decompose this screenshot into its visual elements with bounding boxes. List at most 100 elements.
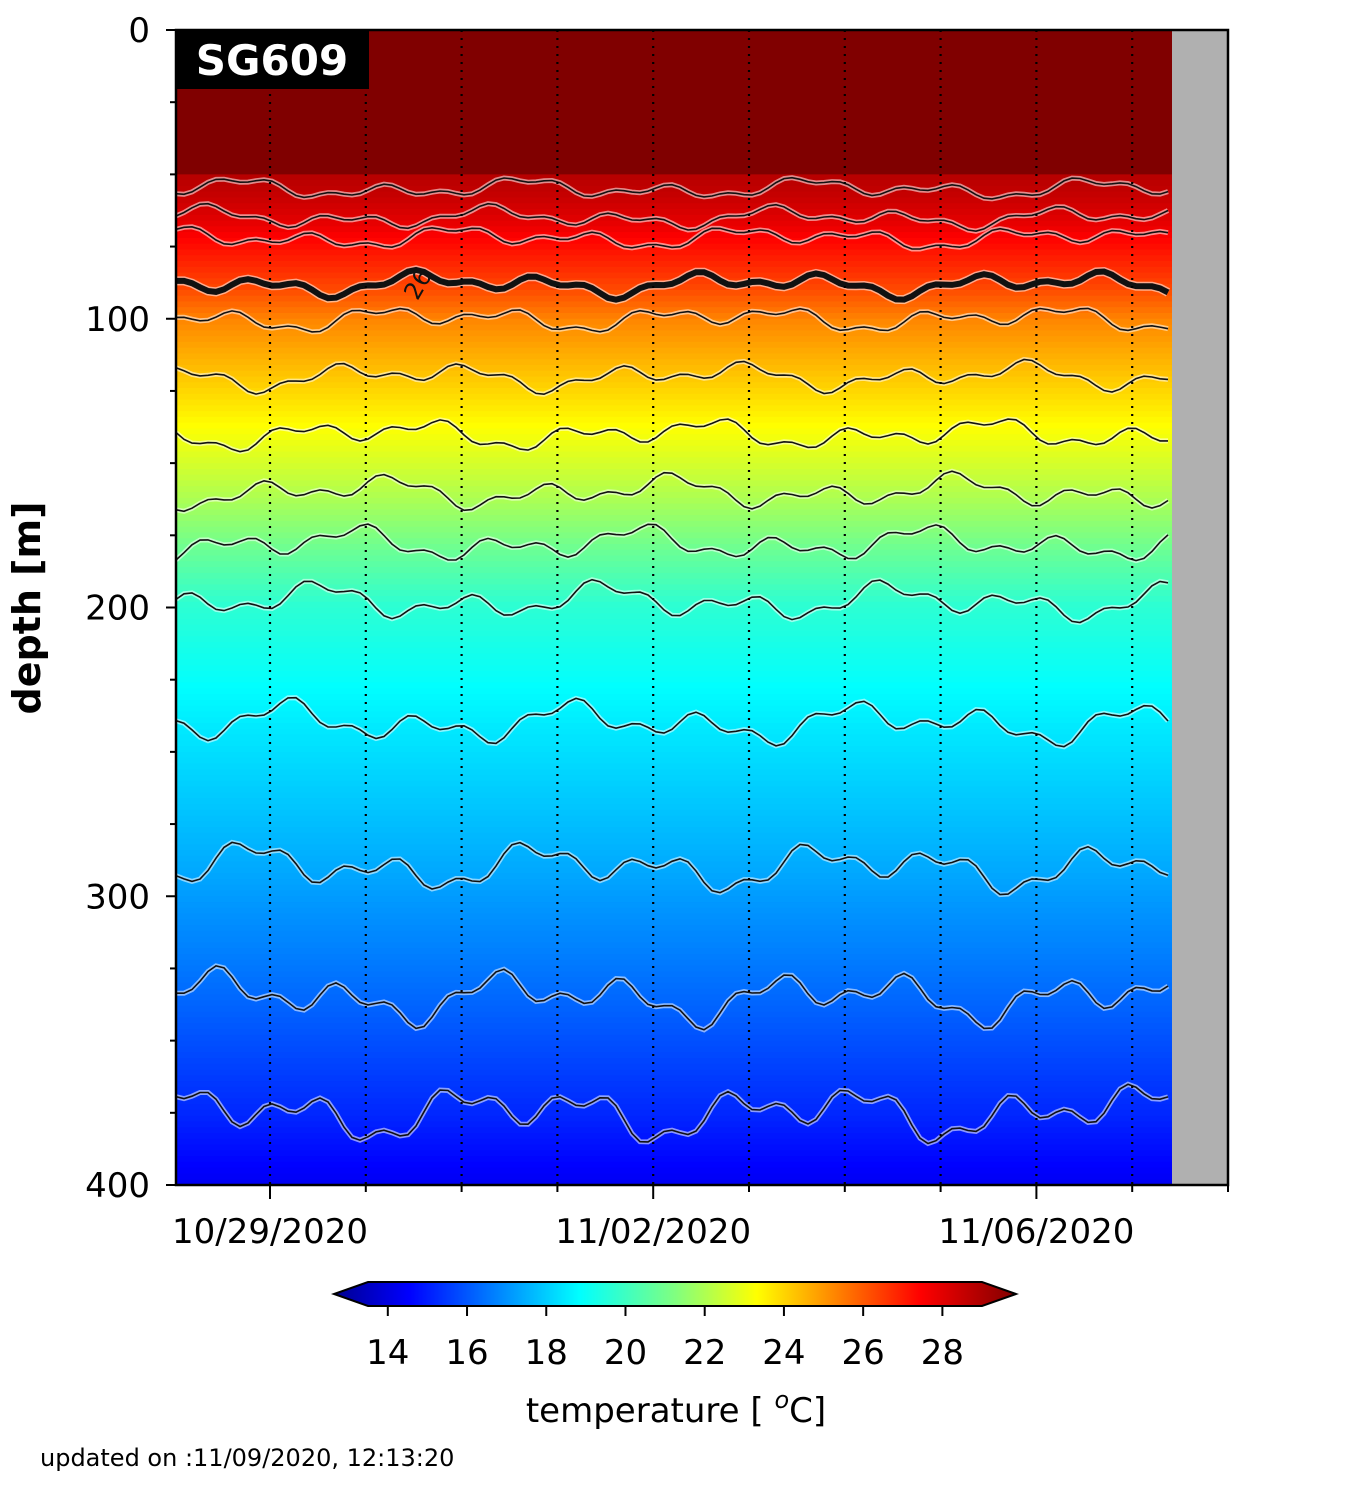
temperature-band (176, 64, 1172, 72)
temperature-band (176, 405, 1172, 412)
colorbar-tick-label: 28 (921, 1333, 964, 1373)
temperature-band (176, 1034, 1172, 1042)
temperature-band (176, 780, 1172, 788)
temperature-band (176, 411, 1172, 418)
temperature-band (176, 174, 1172, 181)
temperature-band (176, 930, 1172, 938)
temperature-band (176, 203, 1172, 210)
isotherm-26 (176, 266, 1170, 303)
temperature-band (176, 110, 1172, 118)
temperature-band (176, 451, 1172, 458)
plot-area: 26 (174, 28, 1230, 1187)
temperature-band (176, 480, 1172, 487)
temperature-band (176, 376, 1172, 383)
temperature-band (176, 116, 1172, 123)
temperature-band (176, 266, 1172, 274)
colorbar-title: temperature [ oC] (526, 1386, 826, 1431)
temperature-band (176, 1098, 1172, 1105)
temperature-band (176, 896, 1172, 903)
temperature-band (176, 168, 1172, 175)
isotherm-22 (176, 470, 1169, 513)
isotherm-21 (176, 523, 1169, 562)
temperature-band (176, 619, 1172, 626)
temperature-band (176, 492, 1172, 499)
temperature-band (176, 676, 1172, 684)
temperature-band (176, 751, 1172, 759)
temperature-band (176, 873, 1172, 880)
temperature-band (176, 440, 1172, 447)
temperature-band (176, 578, 1172, 585)
temperature-band (176, 988, 1172, 996)
y-tick-label: 400 (85, 1166, 150, 1206)
temperature-band (176, 1144, 1172, 1151)
temperature-band (176, 607, 1172, 614)
temperature-band (176, 907, 1172, 915)
temperature-band (176, 289, 1172, 297)
temperature-band (176, 145, 1172, 152)
temperature-band (176, 393, 1172, 401)
temperature-band (176, 87, 1172, 95)
isotherm-24 (176, 358, 1169, 396)
temperature-band (176, 555, 1172, 562)
temperature-band (176, 272, 1172, 279)
temperature-band (176, 936, 1172, 944)
temperature-band (176, 977, 1172, 984)
temperature-band (176, 382, 1172, 389)
temperature-band (176, 844, 1172, 851)
temperature-band (176, 740, 1172, 747)
temperature-band (176, 1150, 1172, 1157)
temperature-band (176, 364, 1172, 372)
temperature-band (176, 99, 1172, 106)
temperature-band (176, 1040, 1172, 1047)
temperature-band (176, 705, 1172, 713)
temperature-band (176, 1017, 1172, 1024)
isotherm-18 (176, 841, 1169, 896)
temperature-band (176, 1179, 1172, 1185)
temperature-band (176, 497, 1172, 505)
colorbar-tick-label: 22 (683, 1333, 726, 1373)
temperature-band (176, 428, 1172, 435)
temperature-band (176, 1173, 1172, 1180)
temperature-band (176, 324, 1172, 331)
temperature-band (176, 642, 1172, 649)
temperature-band (176, 416, 1172, 424)
temperature-band (176, 191, 1172, 199)
temperature-band (176, 694, 1172, 701)
temperature-band (176, 838, 1172, 845)
temperature-band (176, 1138, 1172, 1146)
colorbar-tick-label: 14 (366, 1333, 409, 1373)
temperature-band (176, 774, 1172, 782)
temperature-band (176, 70, 1172, 77)
x-tick-label: 10/29/2020 (172, 1212, 368, 1252)
temperature-band (176, 1046, 1172, 1053)
temperature-band (176, 543, 1172, 551)
missing-data-region (1172, 30, 1228, 1185)
temperature-field (176, 30, 1172, 1185)
temperature-band (176, 1161, 1172, 1169)
temperature-band (176, 474, 1172, 482)
updated-timestamp: updated on :11/09/2020, 12:13:20 (40, 1444, 455, 1472)
y-axis: 0 100 200 300 400 (85, 11, 176, 1206)
temperature-band (176, 157, 1172, 164)
temperature-band (176, 601, 1172, 609)
temperature-band (176, 590, 1172, 597)
temperature-band (176, 255, 1172, 262)
temperature-band (176, 1167, 1172, 1175)
temperature-band (176, 503, 1172, 510)
isotherm-27.5 (176, 202, 1169, 233)
temperature-band (176, 307, 1172, 314)
isotherm-20 (176, 578, 1169, 624)
temperature-band (176, 53, 1172, 60)
temperature-band (176, 925, 1172, 932)
colorbar-tick-label: 24 (762, 1333, 805, 1373)
temperature-band (176, 509, 1172, 516)
temperature-band (176, 734, 1172, 741)
temperature-band (176, 1115, 1172, 1123)
temperature-band (176, 803, 1172, 811)
isotherm-contours: 26 (176, 175, 1171, 1147)
temperature-band (176, 347, 1172, 354)
temperature-band (176, 792, 1172, 799)
temperature-band (176, 76, 1172, 83)
temperature-band (176, 30, 1172, 37)
